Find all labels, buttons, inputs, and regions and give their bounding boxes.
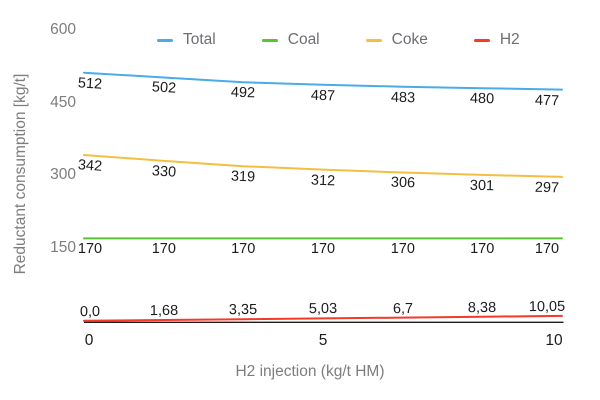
data-label-total-2: 492 — [230, 84, 256, 102]
y-tick-label-600: 600 — [50, 21, 76, 38]
data-label-coal-6: 170 — [534, 241, 560, 258]
legend-dash-icon — [473, 38, 490, 42]
x-tick-label-0: 0 — [84, 332, 94, 349]
data-label-coal-0: 170 — [77, 241, 103, 258]
legend-label: Total — [183, 31, 216, 48]
data-label-h2-1: 1,68 — [149, 302, 179, 320]
data-label-h2-3: 5,03 — [308, 301, 338, 318]
data-label-h2-4: 6,7 — [392, 300, 413, 317]
data-label-total-3: 487 — [310, 87, 336, 105]
data-label-coke-5: 301 — [469, 177, 495, 195]
data-label-coke-3: 312 — [310, 172, 336, 190]
data-label-total-6: 477 — [534, 92, 560, 109]
data-label-coal-5: 170 — [470, 241, 495, 258]
data-label-h2-2: 3,35 — [228, 302, 258, 319]
data-label-coal-1: 170 — [151, 241, 176, 258]
legend: Total Coal Coke H2 — [157, 31, 520, 49]
legend-item-coke: Coke — [365, 31, 428, 49]
x-tick-label-5: 5 — [318, 332, 328, 349]
legend-item-coal: Coal — [261, 31, 320, 49]
data-label-total-4: 483 — [390, 89, 416, 106]
data-label-coke-6: 297 — [534, 179, 560, 197]
legend-label: Coke — [391, 31, 428, 48]
data-label-coal-4: 170 — [390, 241, 415, 258]
y-tick-label-300: 300 — [50, 166, 76, 184]
y-tick-label-150: 150 — [50, 239, 76, 257]
data-label-coke-0: 342 — [77, 157, 103, 175]
series-line-h2 — [83, 314, 563, 322]
data-label-coke-4: 306 — [390, 175, 416, 192]
y-tick-label-450: 450 — [50, 93, 76, 111]
data-label-h2-5: 8,38 — [467, 299, 497, 316]
legend-dash-icon — [365, 38, 382, 42]
data-label-coal-2: 170 — [231, 241, 256, 258]
data-label-total-0: 512 — [77, 74, 103, 93]
legend-item-h2: H2 — [473, 31, 520, 49]
legend-label: Coal — [287, 31, 320, 48]
legend-label: H2 — [499, 31, 520, 48]
data-label-coke-1: 330 — [151, 163, 177, 181]
data-label-total-5: 480 — [469, 90, 495, 108]
legend-item-total: Total — [157, 31, 216, 49]
data-label-h2-0: 0,0 — [79, 303, 101, 320]
x-axis-title: H2 injection (kg/t HM) — [235, 363, 385, 380]
data-label-h2-6: 10,05 — [528, 298, 566, 316]
series-line-total — [83, 71, 563, 91]
series-line-coke — [83, 154, 563, 178]
data-label-coal-3: 170 — [310, 241, 336, 258]
x-tick-label-10: 10 — [545, 332, 563, 349]
data-label-total-1: 502 — [151, 79, 177, 98]
legend-dash-icon — [261, 38, 278, 42]
data-label-coke-2: 319 — [230, 168, 256, 186]
legend-dash-icon — [157, 38, 173, 42]
